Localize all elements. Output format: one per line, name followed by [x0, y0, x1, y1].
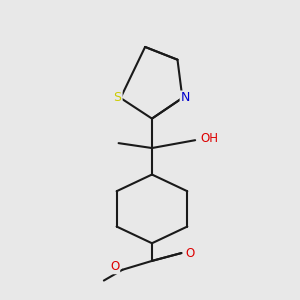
Text: O: O: [110, 260, 119, 273]
Text: OH: OH: [200, 132, 218, 145]
Text: S: S: [114, 92, 122, 104]
Text: N: N: [181, 92, 190, 104]
Text: O: O: [186, 247, 195, 260]
